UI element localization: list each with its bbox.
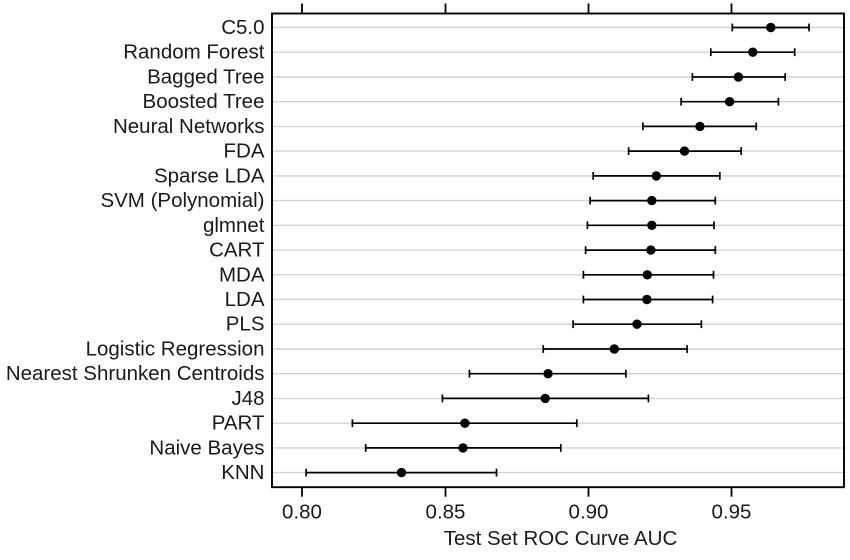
svg-text:Logistic Regression: Logistic Regression xyxy=(86,338,265,361)
svg-text:Random Forest: Random Forest xyxy=(123,41,265,64)
svg-text:PLS: PLS xyxy=(226,313,265,336)
svg-text:Bagged Tree: Bagged Tree xyxy=(147,66,264,89)
svg-text:LDA: LDA xyxy=(225,288,265,311)
svg-text:glmnet: glmnet xyxy=(203,214,265,237)
svg-text:0.85: 0.85 xyxy=(426,501,466,524)
svg-text:MDA: MDA xyxy=(219,263,265,286)
svg-text:Neural Networks: Neural Networks xyxy=(113,115,265,138)
svg-text:0.80: 0.80 xyxy=(282,501,322,524)
svg-text:KNN: KNN xyxy=(221,461,264,484)
svg-text:Naive Bayes: Naive Bayes xyxy=(149,436,264,459)
svg-text:Sparse LDA: Sparse LDA xyxy=(154,164,265,187)
svg-text:0.90: 0.90 xyxy=(569,501,609,524)
svg-text:Boosted Tree: Boosted Tree xyxy=(143,90,265,113)
svg-text:0.95: 0.95 xyxy=(712,501,752,524)
svg-text:Nearest Shrunken Centroids: Nearest Shrunken Centroids xyxy=(6,362,265,385)
svg-text:FDA: FDA xyxy=(224,140,265,163)
svg-text:Test Set ROC Curve AUC: Test Set ROC Curve AUC xyxy=(444,527,678,550)
svg-text:C5.0: C5.0 xyxy=(221,16,264,39)
svg-text:J48: J48 xyxy=(231,387,264,410)
svg-text:SVM (Polynomial): SVM (Polynomial) xyxy=(100,189,264,212)
svg-text:CART: CART xyxy=(209,239,265,262)
svg-text:PART: PART xyxy=(212,412,265,435)
